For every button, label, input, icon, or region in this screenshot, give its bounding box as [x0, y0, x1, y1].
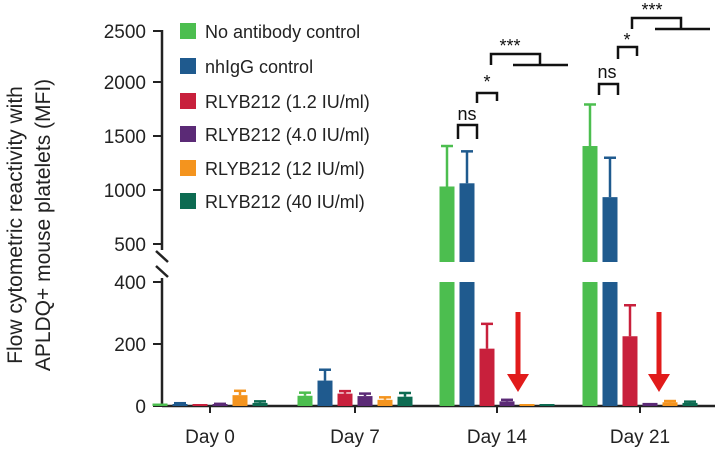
- bracket-triple-star-day14: [489, 52, 542, 65]
- bar-s1-c2-upper: [459, 183, 475, 262]
- bracket-star-day14: [475, 91, 499, 103]
- legend-swatch-rlyb212-40: [180, 193, 196, 209]
- legend-swatch-rlyb212-1-2: [180, 93, 196, 109]
- sig-label-ns-day14: ns: [457, 104, 476, 124]
- bar-s5-c0: [252, 402, 268, 406]
- x-categories: Day 0 Day 7 Day 14 Day 21: [185, 406, 670, 448]
- x-category-label-day0: Day 0: [185, 427, 235, 448]
- bar-s5-c1: [397, 396, 413, 406]
- bar-s2-c2: [479, 348, 495, 406]
- bar-s2-c0: [192, 404, 208, 406]
- x-category-label-day21: Day 21: [610, 427, 670, 448]
- axis-break-mark-bottom: [155, 265, 169, 278]
- y-ticks: 0 200 400 500 1000 1500 2000 2500: [104, 22, 162, 418]
- bracket-ns-day21: [597, 82, 620, 95]
- bar-s4-c0: [232, 395, 248, 406]
- legend: No antibody control nhIgG control RLYB21…: [180, 22, 370, 212]
- significance-day21: ns * ***: [597, 0, 710, 95]
- legend-swatch-no-antibody: [180, 23, 196, 39]
- bar-s1-c1: [317, 380, 333, 406]
- sig-label-ns-day21: ns: [597, 62, 616, 82]
- x-category-label-day14: Day 14: [467, 427, 528, 448]
- sig-label-star-day14: *: [483, 72, 490, 92]
- bar-s4-c1: [377, 399, 393, 406]
- y-tick-label-1000: 1000: [104, 181, 146, 202]
- bar-s3-c1: [357, 396, 373, 406]
- legend-swatch-nhigg: [180, 58, 196, 74]
- legend-label-rlyb212-4-0: RLYB212 (4.0 IU/ml): [205, 125, 370, 145]
- y-tick-label-2000: 2000: [104, 73, 146, 94]
- x-category-label-day7: Day 7: [330, 427, 380, 448]
- legend-label-rlyb212-40: RLYB212 (40 IU/ml): [205, 192, 365, 212]
- bar-s1-c0: [172, 404, 188, 406]
- legend-label-rlyb212-1-2: RLYB212 (1.2 IU/ml): [205, 92, 370, 112]
- bar-s0-c1: [297, 395, 313, 406]
- red-arrow-day21-head: [648, 374, 670, 392]
- bar-s5-c2: [539, 404, 555, 406]
- bar-s5-c3: [682, 402, 698, 406]
- legend-label-no-antibody: No antibody control: [205, 22, 360, 42]
- significance-day14: ns * ***: [456, 36, 568, 139]
- legend-swatch-rlyb212-4-0: [180, 126, 196, 142]
- bracket-star-day21: [616, 45, 639, 59]
- bar-s2-c1: [337, 393, 353, 406]
- bar-s0-c0: [152, 403, 168, 406]
- bar-s3-c3: [642, 402, 658, 406]
- bar-s0-c3-upper: [582, 146, 598, 262]
- bar-s3-c2: [499, 401, 515, 406]
- legend-label-rlyb212-12: RLYB212 (12 IU/ml): [205, 159, 365, 179]
- bar-s0-c2-lower: [439, 282, 455, 406]
- y-tick-label-2500: 2500: [104, 22, 146, 43]
- y-axis-label-line-1: Flow cytometric reactivity with: [4, 86, 27, 364]
- bar-s4-c2: [519, 404, 535, 406]
- y-axis-label-line-2: APLDQ+ mouse platelets (MFI): [32, 79, 55, 371]
- bars: [152, 103, 698, 406]
- bar-s1-c3-lower: [602, 282, 618, 406]
- legend-swatch-rlyb212-12: [180, 160, 196, 176]
- y-tick-label-400: 400: [114, 273, 146, 294]
- y-tick-label-500: 500: [114, 235, 146, 256]
- bar-s0-c3-lower: [582, 282, 598, 406]
- axis-break-mark-top: [155, 250, 169, 263]
- red-arrow-day14-head: [507, 374, 529, 392]
- bar-s2-c3: [622, 336, 638, 406]
- sig-label-star-day21: *: [623, 30, 630, 50]
- y-tick-label-200: 200: [114, 335, 146, 356]
- bracket-ns-day14: [456, 123, 479, 139]
- y-tick-label-0: 0: [135, 397, 146, 418]
- red-arrows: [507, 312, 670, 392]
- bar-s4-c3: [662, 402, 678, 406]
- bracket-triple-star-day21: [630, 16, 683, 29]
- sig-label-triple-star-day21: ***: [641, 0, 662, 20]
- legend-label-nhigg: nhIgG control: [205, 57, 313, 77]
- bar-s0-c2-upper: [439, 186, 455, 262]
- sig-label-triple-star-day14: ***: [499, 36, 520, 56]
- bar-s1-c2-lower: [459, 282, 475, 406]
- y-tick-label-1500: 1500: [104, 127, 146, 148]
- bar-s1-c3-upper: [602, 197, 618, 262]
